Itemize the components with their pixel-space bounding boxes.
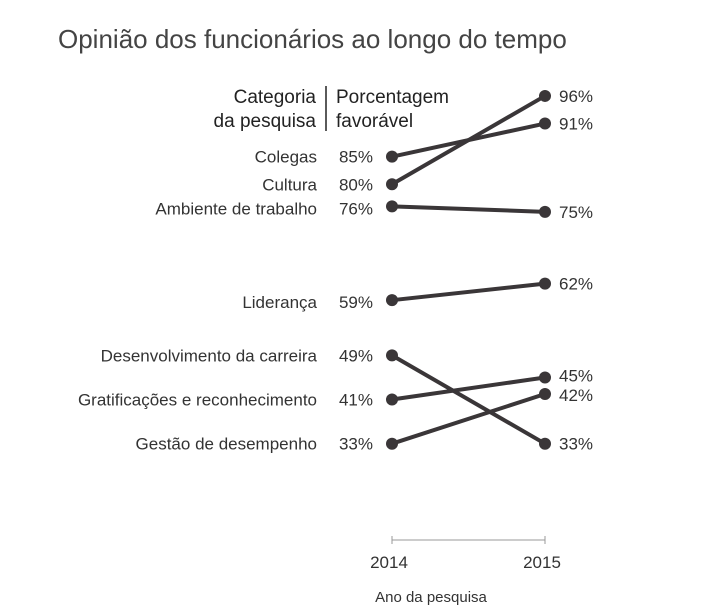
category-label-lideranca: Liderança: [242, 293, 317, 312]
value-label-2014-ambiente-de-trabalho: 76%: [339, 199, 373, 218]
point-2014-gestao-de-desempenho: [386, 437, 398, 450]
category-label-gratificacoes-e-reconhecimento: Gratificações e reconhecimento: [78, 391, 317, 410]
series-line-cultura: [390, 93, 547, 187]
point-2015-gestao-de-desempenho: [539, 388, 551, 401]
point-2015-colegas: [539, 117, 551, 130]
value-label-2014-gestao-de-desempenho: 33%: [339, 435, 373, 454]
value-label-2014-colegas: 85%: [339, 148, 373, 167]
series-line-desenvolvimento-da-carreira: [390, 353, 547, 446]
series-line-lideranca: [390, 281, 547, 303]
x-tick-label-2014: 2014: [370, 553, 408, 572]
value-label-2014-lideranca: 59%: [339, 293, 373, 312]
value-label-2014-desenvolvimento-da-carreira: 49%: [339, 346, 373, 365]
value-label-2014-cultura: 80%: [339, 175, 373, 194]
category-label-ambiente-de-trabalho: Ambiente de trabalho: [155, 199, 317, 218]
point-2014-desenvolvimento-da-carreira: [386, 349, 398, 362]
value-label-2015-lideranca: 62%: [559, 275, 593, 294]
series-line-ambiente-de-trabalho: [390, 204, 547, 214]
category-label-desenvolvimento-da-carreira: Desenvolvimento da carreira: [101, 346, 318, 365]
category-label-gestao-de-desempenho: Gestão de desempenho: [136, 435, 317, 454]
category-label-cultura: Cultura: [262, 175, 317, 194]
x-tick-label-2015: 2015: [523, 553, 561, 572]
point-2014-gratificacoes-e-reconhecimento: [386, 393, 398, 406]
point-2015-desenvolvimento-da-carreira: [539, 437, 551, 450]
category-label-colegas: Colegas: [255, 148, 317, 167]
header-category-line2: da pesquisa: [214, 111, 317, 132]
value-label-2015-desenvolvimento-da-carreira: 33%: [559, 435, 593, 454]
series-line-gestao-de-desempenho: [390, 392, 547, 446]
series-line-gratificacoes-e-reconhecimento: [390, 375, 547, 402]
value-label-2014-gratificacoes-e-reconhecimento: 41%: [339, 391, 373, 410]
value-label-2015-gratificacoes-e-reconhecimento: 45%: [559, 366, 593, 385]
point-2014-ambiente-de-trabalho: [386, 200, 398, 213]
chart-title: Opinião dos funcionários ao longo do tem…: [58, 24, 567, 54]
x-axis-label: Ano da pesquisa: [375, 589, 487, 606]
point-2015-gratificacoes-e-reconhecimento: [539, 371, 551, 384]
chart-marks: Colegas 85% 91% Cultura 80% 96% Ambiente de tr…: [78, 87, 593, 454]
point-2015-lideranca: [539, 277, 551, 290]
x-axis: 2014 2015: [370, 536, 561, 572]
value-label-2015-colegas: 91%: [559, 115, 593, 134]
point-2014-lideranca: [386, 294, 398, 307]
point-2015-cultura: [539, 89, 551, 102]
point-2015-ambiente-de-trabalho: [539, 205, 551, 218]
header-category-line1: Categoria: [234, 87, 317, 108]
value-label-2015-ambiente-de-trabalho: 75%: [559, 203, 593, 222]
value-label-2015-cultura: 96%: [559, 87, 593, 106]
header-percentage-line1: Porcentagem: [336, 87, 449, 108]
point-2014-colegas: [386, 150, 398, 163]
header-percentage-line2: favorável: [336, 111, 413, 132]
point-2014-cultura: [386, 178, 398, 191]
value-label-2015-gestao-de-desempenho: 42%: [559, 386, 593, 405]
